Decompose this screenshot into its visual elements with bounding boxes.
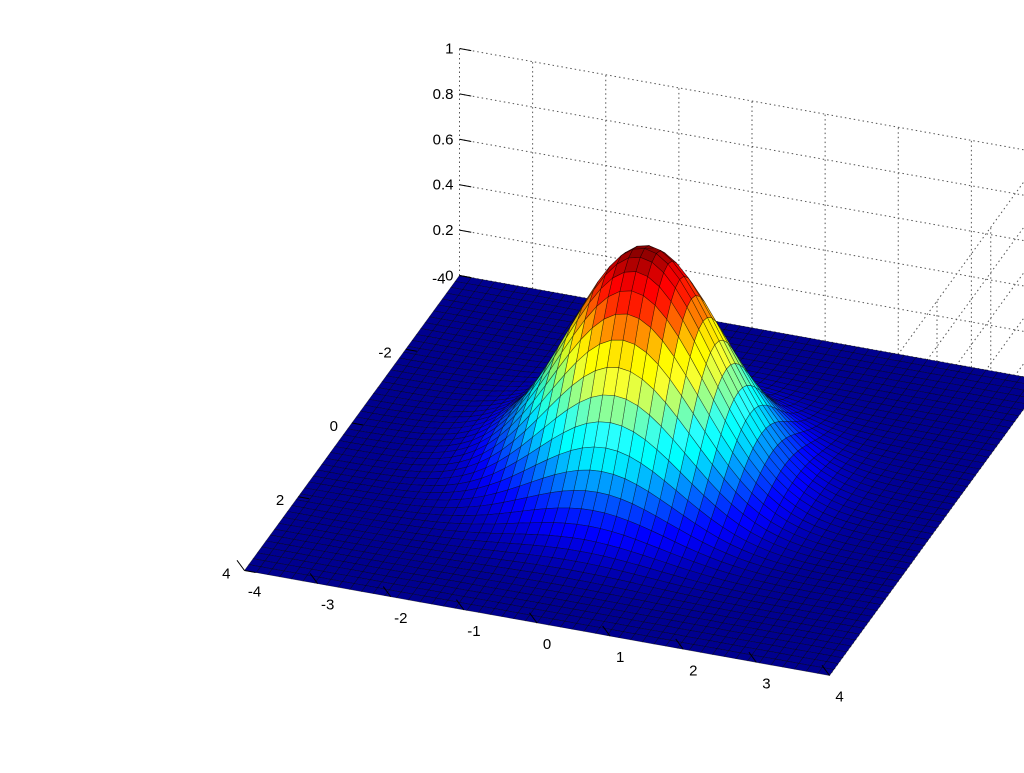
x-tick-label: -3 <box>321 597 334 614</box>
z-tick-label: 0 <box>445 268 453 285</box>
y-tick-label: 4 <box>222 566 230 583</box>
z-tick-label: 0.4 <box>433 177 454 194</box>
z-tick-label: 1 <box>445 41 453 58</box>
z-tick-label: 0.8 <box>433 86 454 103</box>
grid-line <box>460 49 1024 154</box>
y-tick-label: -2 <box>378 344 391 361</box>
x-tick-label: -4 <box>248 584 261 601</box>
z-tick-label: 0.2 <box>433 222 454 239</box>
x-tick-label: -2 <box>394 610 407 627</box>
z-tick-label: 0.6 <box>433 131 454 148</box>
grid-line <box>460 185 1024 290</box>
y-tick-label: 0 <box>330 418 338 435</box>
z-tick <box>460 94 472 96</box>
x-tick-label: 2 <box>689 662 697 679</box>
x-tick-label: 0 <box>543 636 551 653</box>
y-tick-label: 2 <box>276 492 284 509</box>
grid-line <box>460 94 1024 199</box>
x-tick-label: 1 <box>616 649 624 666</box>
z-tick <box>460 49 472 51</box>
x-tick-label: 4 <box>835 689 843 706</box>
z-tick <box>460 139 472 141</box>
grid-line <box>460 139 1024 244</box>
x-tick-label: 3 <box>762 675 770 692</box>
x-tick <box>237 560 245 570</box>
x-tick-label: -1 <box>467 623 480 640</box>
z-tick <box>460 185 472 187</box>
z-tick <box>460 230 472 232</box>
y-tick-label: -4 <box>432 271 445 288</box>
